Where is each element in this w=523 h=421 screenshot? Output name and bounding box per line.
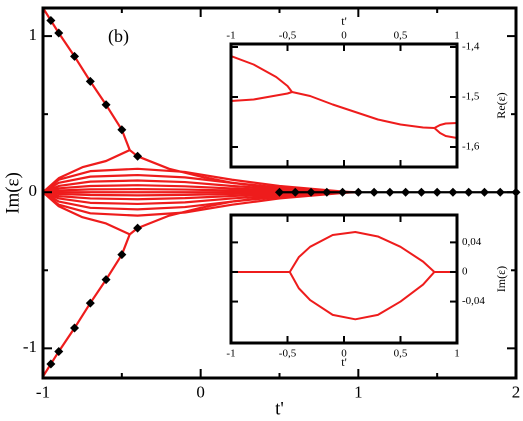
diamond-marker	[54, 28, 64, 38]
x-tick-label: -0,5	[279, 347, 297, 359]
diamond-marker	[46, 359, 56, 369]
diamond-marker	[322, 187, 332, 197]
y-tick-label: -1,6	[462, 141, 480, 153]
diamond-marker	[275, 187, 284, 197]
diamond-marker	[353, 187, 363, 197]
y-axis-label: Re(ε)	[494, 92, 508, 118]
curve	[433, 127, 457, 139]
plot-background	[231, 44, 457, 167]
curve	[288, 231, 436, 273]
diamond-marker	[101, 275, 111, 285]
curve	[231, 55, 293, 93]
y-tick-label: -1,4	[462, 41, 480, 53]
plot-frame	[229, 42, 459, 169]
plot-frame	[41, 6, 518, 380]
diamond-marker	[432, 187, 442, 197]
diamond-marker	[290, 187, 300, 197]
diamond-marker	[54, 346, 64, 356]
y-tick-label: -1,5	[462, 91, 480, 103]
diamond-marker	[133, 223, 143, 233]
curve	[433, 122, 457, 129]
x-tick-label: 0	[341, 29, 347, 41]
diamond-marker	[369, 187, 379, 197]
x-tick-label: -1	[36, 383, 50, 402]
plot-area	[231, 231, 457, 321]
x-tick-label: 1	[354, 383, 363, 402]
y-tick-label: 1	[29, 25, 38, 44]
diamond-marker	[448, 187, 458, 197]
diamond-marker	[70, 51, 80, 61]
y-tick-label: -1	[23, 337, 37, 356]
diamond-marker	[479, 187, 489, 197]
diamond-marker	[495, 187, 505, 197]
diamond-marker	[464, 187, 474, 197]
x-tick-label: 0,5	[394, 347, 408, 359]
x-axis-label: t'	[341, 355, 347, 369]
x-tick-label: 1	[454, 347, 460, 359]
x-tick-label: 1	[454, 29, 460, 41]
curve	[231, 91, 293, 102]
x-tick-label: 2	[512, 383, 521, 402]
diamond-marker	[117, 250, 127, 260]
diamond-marker	[70, 323, 80, 333]
x-tick-label: -1	[226, 347, 235, 359]
panel: -1 -0,5 0 0,5 1 0,04 0 -0,04 t' Im(ε)	[226, 213, 508, 369]
diamond-marker	[85, 76, 95, 86]
y-tick-label: 0	[462, 266, 468, 278]
diamond-marker	[338, 187, 348, 197]
x-axis-label: t'	[275, 398, 284, 419]
plot-area	[43, 8, 516, 378]
diamond-marker	[46, 15, 56, 25]
diamond-marker	[101, 100, 111, 110]
panel: -1 -0,5 0 0,5 1-1,4 -1,5 -1,6 t' Re(ε)	[226, 14, 508, 169]
x-tick-label: -1	[226, 29, 235, 41]
diamond-marker	[416, 187, 426, 197]
plot-background	[231, 215, 457, 343]
plot-area	[231, 55, 457, 139]
diamond-marker	[385, 187, 395, 197]
x-tick-label: -0,5	[279, 29, 297, 41]
x-axis-label: t'	[341, 14, 347, 28]
y-tick-label: 0,04	[462, 236, 482, 248]
x-tick-label: 0,5	[394, 29, 408, 41]
panel-label: (b)	[108, 26, 129, 47]
diamond-marker	[306, 187, 316, 197]
curve	[288, 271, 436, 321]
plot-frame	[229, 213, 459, 345]
curve	[291, 91, 435, 129]
diamond-marker	[133, 151, 143, 161]
x-tick-label: 0	[341, 347, 347, 359]
diamond-marker	[85, 298, 95, 308]
y-tick-label: -0,04	[462, 295, 485, 307]
y-axis-label: Im(ε)	[2, 172, 23, 214]
diamond-marker	[401, 187, 411, 197]
y-axis-label: Im(ε)	[494, 266, 508, 292]
x-tick-label: 0	[196, 383, 205, 402]
diamond-marker	[117, 125, 127, 135]
y-tick-label: 0	[29, 181, 38, 200]
